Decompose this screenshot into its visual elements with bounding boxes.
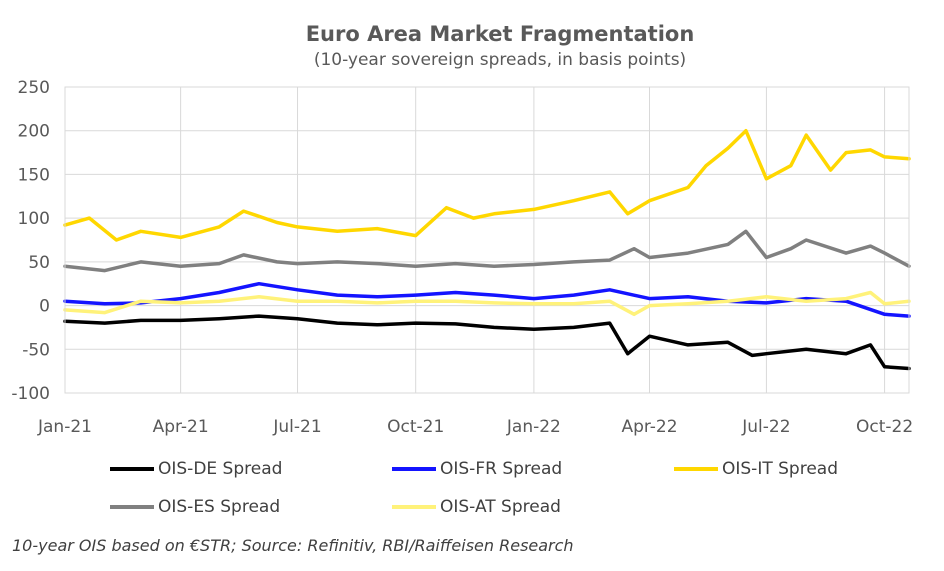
x-tick-label: Jul-21	[272, 417, 321, 437]
line-chart: 250 200 150 100 50 0 -50 -100 Jan-21 Apr-21 Jul-2…	[11, 78, 913, 437]
legend-item-es: OIS-ES Spread	[110, 497, 280, 517]
series-lines	[63, 128, 911, 371]
x-tick-label: Jan-21	[37, 417, 92, 437]
legend-label-at: OIS-AT Spread	[440, 497, 561, 517]
x-tick-label: Oct-21	[387, 417, 444, 437]
legend-item-at: OIS-AT Spread	[392, 497, 561, 517]
chart-subtitle: (10-year sovereign spreads, in basis poi…	[313, 50, 687, 70]
legend-swatch-es	[110, 505, 154, 509]
y-tick-label: 0	[39, 297, 50, 317]
y-tick-label: -50	[22, 340, 50, 360]
chart-title: Euro Area Market Fragmentation	[305, 22, 695, 46]
legend-item-fr: OIS-FR Spread	[392, 459, 562, 479]
x-tick-label: Oct-22	[856, 417, 913, 437]
x-tick-label: Jan-22	[506, 417, 561, 437]
series-line-fr	[63, 281, 911, 318]
legend-label-es: OIS-ES Spread	[158, 497, 281, 517]
series-line-es	[63, 229, 911, 273]
x-tick-label: Apr-21	[153, 417, 209, 437]
legend-swatch-at	[392, 505, 436, 509]
legend-label-it: OIS-IT Spread	[722, 459, 838, 479]
y-tick-label: -100	[11, 384, 50, 404]
x-tick-label: Jul-22	[741, 417, 790, 437]
grid-lines	[64, 86, 909, 394]
source-footnote: 10-year OIS based on €STR; Source: Refin…	[12, 536, 574, 555]
y-tick-label: 50	[28, 253, 50, 273]
y-axis-ticks: 250 200 150 100 50 0 -50 -100	[11, 78, 50, 404]
legend-swatch-fr	[392, 467, 436, 471]
legend-item-it: OIS-IT Spread	[674, 459, 838, 479]
legend-label-de: OIS-DE Spread	[158, 459, 283, 479]
series-line-it	[63, 128, 911, 242]
legend-label-fr: OIS-FR Spread	[440, 459, 563, 479]
legend-item-de: OIS-DE Spread	[110, 459, 282, 479]
y-tick-label: 100	[18, 209, 50, 229]
y-tick-label: 150	[18, 165, 50, 185]
series-line-at	[63, 290, 911, 317]
y-tick-label: 250	[18, 78, 50, 98]
series-line-de	[63, 314, 911, 371]
legend-swatch-de	[110, 467, 154, 471]
y-tick-label: 200	[18, 122, 50, 142]
x-axis-ticks: Jan-21 Apr-21 Jul-21 Oct-21 Jan-22 Apr-22 Jul-…	[37, 417, 913, 437]
legend-swatch-it	[674, 467, 718, 471]
plot-frame	[64, 86, 910, 394]
x-tick-label: Apr-22	[621, 417, 677, 437]
